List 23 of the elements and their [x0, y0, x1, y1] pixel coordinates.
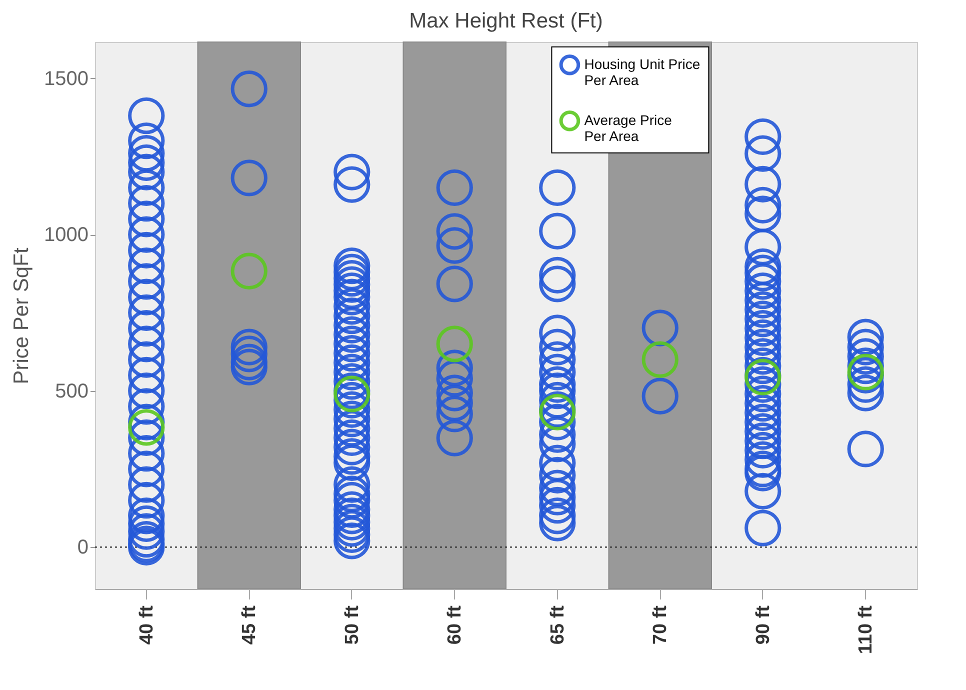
x-tick-label: 45 ft [239, 604, 260, 645]
chart-title: Max Height Rest (Ft) [409, 10, 603, 32]
y-tick-label: 1000 [44, 224, 88, 246]
y-tick-label: 1500 [44, 68, 88, 90]
point [539, 394, 576, 430]
x-tick-label: 90 ft [752, 604, 774, 645]
x-tick-label: 60 ft [444, 604, 466, 645]
y-tick-label: 0 [77, 536, 88, 559]
x-tick-label: 70 ft [650, 604, 672, 645]
legend-label: Housing Unit Price Per Area [584, 56, 700, 88]
legend-label: Average Price Per Area [584, 112, 672, 144]
point [847, 354, 884, 390]
x-tick-label: 65 ft [547, 604, 568, 645]
x-tick-label: 40 ft [136, 604, 158, 645]
point [436, 326, 473, 362]
point [642, 341, 678, 378]
y-tick-label: 500 [55, 380, 88, 402]
y-axis-title: Price Per SqFt [10, 248, 34, 384]
point [334, 376, 370, 412]
point [230, 252, 268, 290]
x-tick-label: 50 ft [342, 604, 363, 645]
point [128, 409, 165, 446]
x-tick-label: 110 ft [856, 604, 877, 654]
